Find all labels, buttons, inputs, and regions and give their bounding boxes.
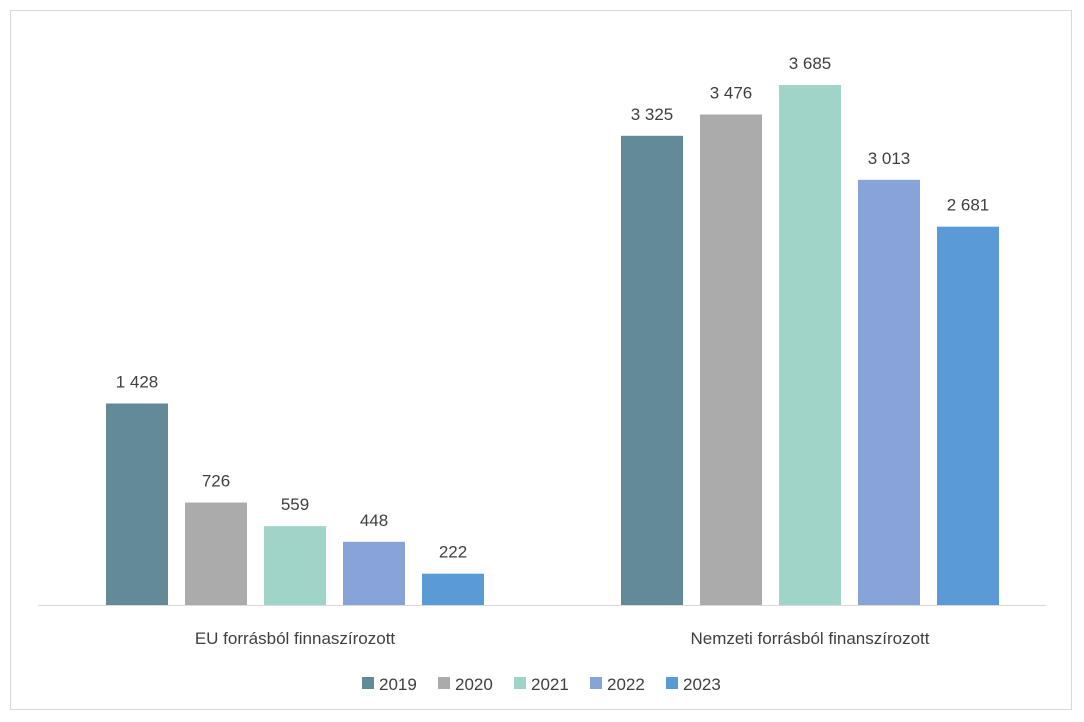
category-label: EU forrásból finnaszírozott [195,629,396,648]
legend-swatch-2022 [590,677,602,689]
bar-2021-eu [264,526,326,605]
data-label: 2 681 [947,196,990,215]
category-label: Nemzeti forrásból finanszírozott [690,629,929,648]
bar-2019-nemzeti [621,135,683,605]
legend-swatch-2020 [438,677,450,689]
bar-2019-eu [106,403,168,605]
legend-swatch-2023 [666,677,678,689]
legend-label-2019: 2019 [379,675,417,694]
bar-2020-eu [185,502,247,605]
data-label: 3 325 [631,105,674,124]
legend-label-2023: 2023 [683,675,721,694]
legend-swatch-2021 [514,677,526,689]
bar-2022-nemzeti [858,179,920,605]
legend-swatch-2019 [362,677,374,689]
bar-2020-nemzeti [700,114,762,605]
data-label: 448 [360,511,388,530]
data-label: 222 [439,543,467,562]
legend-label-2021: 2021 [531,675,569,694]
legend-label-2022: 2022 [607,675,645,694]
bar-2023-eu [422,573,484,605]
bar-2022-eu [343,541,405,605]
legend-label-2020: 2020 [455,675,493,694]
data-label: 559 [281,495,309,514]
bar-2021-nemzeti [779,85,841,605]
data-label: 726 [202,472,230,491]
data-label: 3 476 [710,83,753,102]
data-label: 3 013 [868,149,911,168]
data-label: 1 428 [116,372,159,391]
bar-2023-nemzeti [937,226,999,605]
data-label: 3 685 [789,54,832,73]
